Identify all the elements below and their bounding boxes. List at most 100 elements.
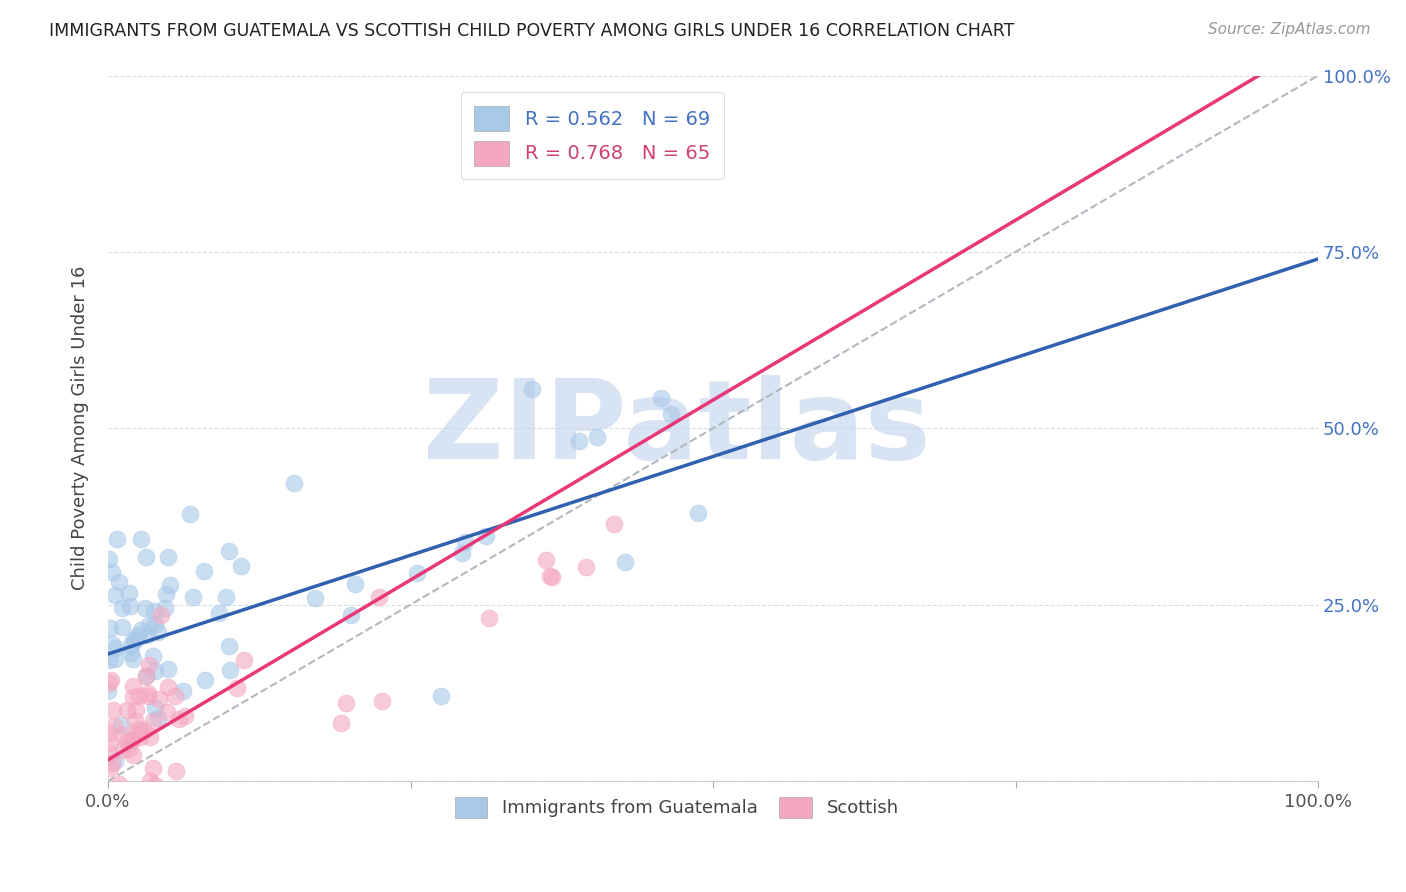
Point xyxy=(110,718,132,732)
Point xyxy=(118,742,141,756)
Point xyxy=(112,825,135,839)
Point xyxy=(157,549,180,564)
Point xyxy=(686,506,709,520)
Point xyxy=(231,559,253,574)
Point xyxy=(194,673,217,687)
Point xyxy=(124,703,146,717)
Point xyxy=(98,761,121,775)
Point xyxy=(143,664,166,678)
Point xyxy=(115,734,138,748)
Y-axis label: Child Poverty Among Girls Under 16: Child Poverty Among Girls Under 16 xyxy=(72,266,89,591)
Text: Source: ZipAtlas.com: Source: ZipAtlas.com xyxy=(1208,22,1371,37)
Point xyxy=(208,606,231,620)
Point xyxy=(134,723,156,737)
Point xyxy=(181,590,204,604)
Point xyxy=(97,795,120,809)
Point xyxy=(98,621,121,635)
Point xyxy=(135,669,157,683)
Point xyxy=(118,585,141,599)
Point xyxy=(172,684,194,698)
Point xyxy=(430,689,453,703)
Point xyxy=(155,587,177,601)
Point xyxy=(121,732,143,747)
Point xyxy=(520,382,543,396)
Point xyxy=(143,616,166,631)
Point xyxy=(111,728,134,742)
Point xyxy=(117,809,139,823)
Point xyxy=(134,601,156,615)
Point xyxy=(108,574,131,589)
Point xyxy=(129,624,152,638)
Point xyxy=(614,555,637,569)
Point xyxy=(108,777,131,791)
Text: IMMIGRANTS FROM GUATEMALA VS SCOTTISH CHILD POVERTY AMONG GIRLS UNDER 16 CORRELA: IMMIGRANTS FROM GUATEMALA VS SCOTTISH CH… xyxy=(49,22,1015,40)
Point xyxy=(218,664,240,678)
Point xyxy=(122,679,145,693)
Point xyxy=(103,805,125,820)
Point xyxy=(138,618,160,632)
Point xyxy=(129,724,152,739)
Point xyxy=(142,761,165,775)
Point xyxy=(124,714,146,729)
Point xyxy=(100,637,122,651)
Legend: Immigrants from Guatemala, Scottish: Immigrants from Guatemala, Scottish xyxy=(447,789,905,825)
Point xyxy=(142,604,165,618)
Point xyxy=(163,690,186,704)
Point xyxy=(568,434,591,449)
Point xyxy=(101,703,124,717)
Point xyxy=(344,576,367,591)
Point xyxy=(111,620,134,634)
Point xyxy=(585,430,607,444)
Point xyxy=(136,686,159,700)
Point xyxy=(536,553,558,567)
Point xyxy=(129,532,152,546)
Point xyxy=(215,590,238,604)
Point xyxy=(329,716,352,731)
Point xyxy=(179,508,201,522)
Point xyxy=(146,711,169,725)
Point xyxy=(98,725,121,739)
Point xyxy=(127,722,149,736)
Point xyxy=(101,565,124,579)
Point xyxy=(167,712,190,726)
Point xyxy=(124,633,146,648)
Point xyxy=(173,709,195,723)
Point xyxy=(478,611,501,625)
Point xyxy=(135,628,157,642)
Point xyxy=(283,475,305,490)
Point xyxy=(405,566,427,580)
Point xyxy=(304,591,326,605)
Point xyxy=(97,676,120,690)
Text: ZIPatlas: ZIPatlas xyxy=(423,375,931,482)
Point xyxy=(541,570,564,584)
Point xyxy=(142,649,165,664)
Point xyxy=(335,696,357,710)
Point xyxy=(138,658,160,673)
Point xyxy=(233,653,256,667)
Point xyxy=(156,705,179,719)
Point xyxy=(139,774,162,789)
Point xyxy=(97,684,120,698)
Point xyxy=(218,544,240,558)
Point xyxy=(226,681,249,695)
Point xyxy=(135,549,157,564)
Point xyxy=(120,646,142,660)
Point xyxy=(136,689,159,703)
Point xyxy=(104,785,127,799)
Point xyxy=(120,639,142,653)
Point xyxy=(142,714,165,729)
Point xyxy=(218,639,240,653)
Point xyxy=(104,651,127,665)
Point xyxy=(98,736,121,750)
Point xyxy=(148,691,170,706)
Point xyxy=(451,546,474,560)
Point xyxy=(100,793,122,807)
Point xyxy=(103,719,125,733)
Point xyxy=(135,669,157,683)
Point xyxy=(98,551,121,566)
Point xyxy=(105,532,128,546)
Point xyxy=(129,730,152,744)
Point xyxy=(165,764,187,779)
Point xyxy=(97,653,120,667)
Point xyxy=(111,743,134,757)
